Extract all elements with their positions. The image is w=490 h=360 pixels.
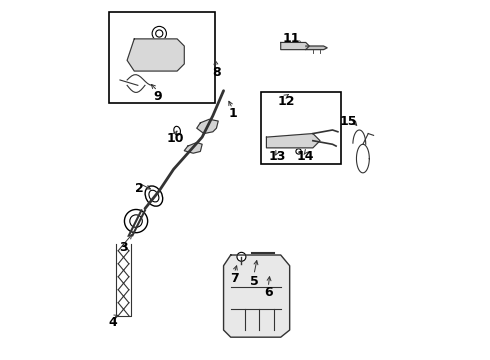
Ellipse shape — [124, 210, 147, 233]
Text: 5: 5 — [249, 275, 258, 288]
Ellipse shape — [156, 30, 163, 37]
Polygon shape — [223, 255, 290, 337]
Text: 14: 14 — [297, 150, 315, 163]
Polygon shape — [184, 143, 202, 153]
Bar — [261, 93, 342, 164]
Ellipse shape — [130, 215, 142, 227]
Text: 1: 1 — [228, 107, 237, 120]
Text: 12: 12 — [277, 95, 295, 108]
Polygon shape — [281, 42, 309, 50]
Text: 9: 9 — [153, 90, 162, 103]
Ellipse shape — [237, 252, 246, 261]
Ellipse shape — [149, 190, 159, 202]
Ellipse shape — [174, 126, 180, 135]
Ellipse shape — [296, 149, 301, 154]
Text: 2: 2 — [135, 183, 144, 195]
Text: 6: 6 — [264, 286, 272, 299]
Polygon shape — [267, 134, 320, 148]
Ellipse shape — [152, 26, 167, 41]
Polygon shape — [306, 46, 327, 50]
Text: 7: 7 — [230, 272, 239, 285]
Bar — [109, 12, 215, 103]
Polygon shape — [197, 119, 218, 134]
Ellipse shape — [145, 186, 163, 206]
Text: 13: 13 — [269, 150, 286, 163]
Text: 8: 8 — [212, 66, 220, 79]
Text: 3: 3 — [119, 241, 128, 255]
Text: 11: 11 — [283, 32, 300, 45]
Text: 10: 10 — [167, 132, 184, 145]
Polygon shape — [127, 39, 184, 71]
Text: 15: 15 — [340, 114, 357, 127]
Text: 4: 4 — [108, 316, 117, 329]
